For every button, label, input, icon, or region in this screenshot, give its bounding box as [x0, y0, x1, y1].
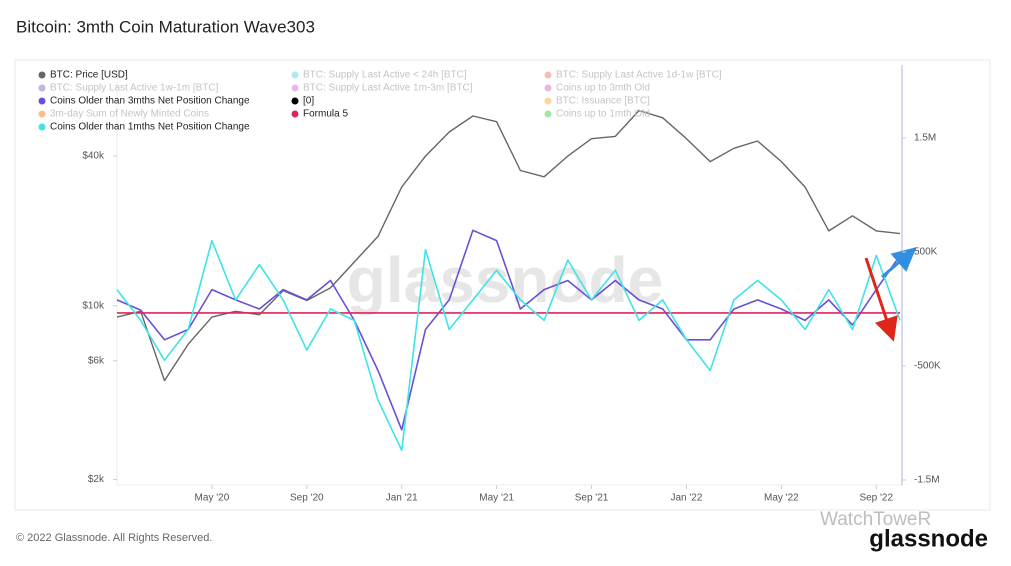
- legend-label: Formula 5: [303, 109, 348, 120]
- legend-marker: [291, 97, 299, 105]
- legend-label: BTC: Supply Last Active 1w-1m [BTC]: [50, 83, 219, 94]
- x-tick-label: May '20: [195, 493, 230, 504]
- y2-tick-label: -1.5M: [914, 475, 940, 486]
- annotation-arrow: [881, 247, 917, 279]
- x-tick-label: Sep '21: [575, 493, 609, 504]
- legend-marker: [38, 110, 46, 118]
- source-watermark: WatchToweR: [820, 509, 931, 530]
- legend-label: Coins Older than 3mths Net Position Chan…: [50, 96, 250, 107]
- series-line: [116, 229, 901, 431]
- legend-marker: [38, 123, 46, 131]
- legend-label: BTC: Supply Last Active < 24h [BTC]: [303, 70, 467, 81]
- x-tick-label: May '22: [764, 493, 799, 504]
- legend-label: [0]: [303, 96, 314, 107]
- y2-tick-label: -500K: [914, 361, 941, 372]
- x-tick-label: Jan '22: [670, 493, 702, 504]
- legend-marker: [544, 97, 552, 105]
- legend-marker: [38, 84, 46, 92]
- legend-label: Coins Older than 1mths Net Position Chan…: [50, 122, 250, 133]
- legend-label: BTC: Issuance [BTC]: [556, 96, 650, 107]
- y2-tick-label: 500K: [914, 247, 938, 258]
- y-tick-label: $2k: [88, 474, 105, 485]
- legend-label: Coins up to 1mth Old: [556, 109, 650, 120]
- legend-label: BTC: Supply Last Active 1d-1w [BTC]: [556, 70, 722, 81]
- legend-marker: [291, 110, 299, 118]
- x-tick-label: Sep '22: [859, 493, 893, 504]
- x-tick-label: Sep '20: [290, 493, 324, 504]
- legend-marker: [291, 84, 299, 92]
- legend-label: BTC: Supply Last Active 1m-3m [BTC]: [303, 83, 473, 94]
- y2-tick-label: 1.5M: [914, 133, 936, 144]
- copyright: © 2022 Glassnode. All Rights Reserved.: [16, 532, 212, 544]
- legend-marker: [38, 97, 46, 105]
- chart-title: Bitcoin: 3mth Coin Maturation Wave303: [16, 17, 315, 36]
- legend-marker: [544, 71, 552, 79]
- annotation-arrow: [864, 257, 898, 342]
- x-tick-label: Jan '21: [386, 493, 418, 504]
- legend-marker: [544, 110, 552, 118]
- series-line: [116, 239, 901, 452]
- brand-logo: glassnode: [869, 525, 988, 552]
- legend-marker: [38, 71, 46, 79]
- y-tick-label: $10k: [82, 300, 105, 311]
- legend-label: 3m-day Sum of Newly Minted Coins: [50, 109, 209, 120]
- chart-frame: [14, 59, 991, 511]
- legend-marker: [544, 84, 552, 92]
- y-tick-label: $6k: [88, 356, 105, 367]
- legend-label: Coins up to 3mth Old: [556, 83, 650, 94]
- plot-area: [116, 109, 901, 452]
- legend-label: BTC: Price [USD]: [50, 70, 128, 81]
- y-tick-label: $40k: [82, 151, 105, 162]
- legend-marker: [291, 71, 299, 79]
- x-tick-label: May '21: [479, 493, 514, 504]
